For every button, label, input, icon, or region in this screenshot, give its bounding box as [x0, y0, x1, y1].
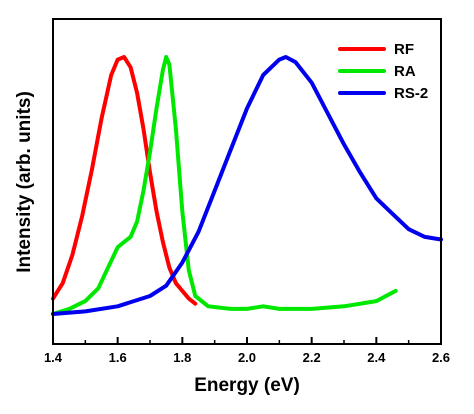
legend: RF RA RS-2	[338, 41, 428, 102]
x-tick-label: 1.6	[109, 350, 127, 365]
legend-label-rs-2: RS-2	[394, 85, 428, 102]
x-tick-label: 2.4	[367, 350, 386, 365]
x-tick-label: 1.8	[173, 350, 191, 365]
legend-label-rf: RF	[394, 41, 414, 58]
legend-label-ra: RA	[394, 63, 416, 80]
series-layer	[51, 55, 443, 316]
x-tick-label: 2.2	[303, 350, 321, 365]
x-tick-label: 2.0	[238, 350, 256, 365]
tick-layer: 1.4 1.6 1.8 2.0 2.2 2.4 2.6	[44, 337, 450, 365]
x-axis-label: Energy (eV)	[194, 375, 300, 396]
series-line-rs-2	[51, 55, 443, 316]
series-line-ra	[51, 55, 398, 316]
plot-frame	[52, 18, 442, 345]
y-axis-label: Intensity (arb. units)	[14, 91, 35, 273]
series-line-rf	[51, 55, 198, 306]
x-tick-label: 2.6	[432, 350, 450, 365]
x-tick-label: 1.4	[44, 350, 63, 365]
